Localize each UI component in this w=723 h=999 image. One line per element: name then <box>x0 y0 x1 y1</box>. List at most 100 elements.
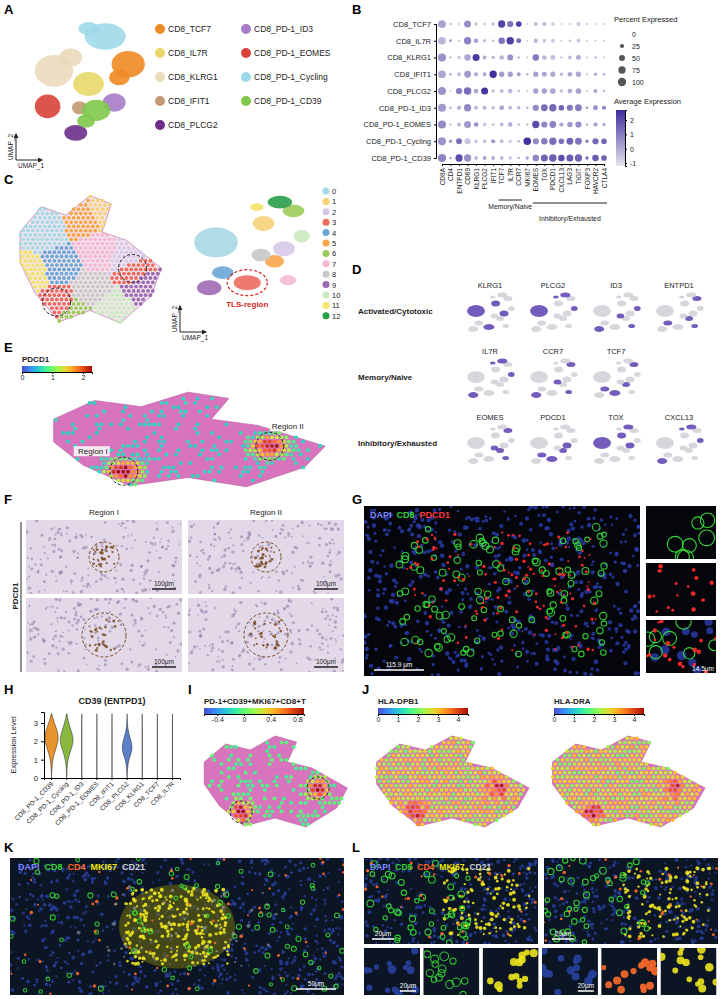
cell <box>208 567 212 571</box>
spot <box>113 272 117 276</box>
dot <box>541 138 548 145</box>
spot <box>244 457 248 461</box>
tick-label: TIGIT <box>575 168 582 185</box>
cell <box>318 537 321 540</box>
cell <box>104 598 107 601</box>
cell <box>63 590 65 592</box>
dot <box>483 72 487 76</box>
panel-a: UMAP_1UMAP_2CD8_TCF7CD8_IL7RCD8_KLRG1CD8… <box>7 22 331 170</box>
spot <box>137 289 141 293</box>
spot <box>29 233 33 237</box>
spot <box>84 203 88 207</box>
tick-mark <box>434 41 436 42</box>
spot <box>69 280 73 284</box>
spot <box>138 474 142 478</box>
cluster-blob <box>691 456 698 460</box>
cell <box>134 539 136 541</box>
spot <box>115 259 119 263</box>
dot <box>438 137 446 145</box>
cluster-blob <box>491 433 500 439</box>
spot <box>55 280 59 284</box>
cell <box>29 637 32 640</box>
cluster-blob <box>626 311 635 317</box>
cell <box>261 577 263 579</box>
tick-mark <box>625 134 627 135</box>
cell <box>150 541 153 544</box>
spot <box>165 453 169 457</box>
spot <box>31 237 35 241</box>
cell <box>86 583 90 587</box>
cell <box>309 555 312 558</box>
spot <box>277 431 281 435</box>
spot <box>143 440 147 444</box>
cell <box>235 570 237 572</box>
tick-label: CD8_PD-1_Cycling <box>366 137 431 146</box>
spot <box>43 233 47 237</box>
dot <box>483 140 486 143</box>
cell <box>108 598 112 601</box>
spot <box>77 276 81 280</box>
cell <box>115 582 117 584</box>
spot <box>100 466 104 470</box>
tick-label: CD8_PLCG2 <box>387 87 431 96</box>
spot <box>134 276 138 280</box>
spot <box>285 444 289 448</box>
cluster-blob <box>531 458 541 464</box>
gene-title: IL7R <box>482 347 498 356</box>
spot <box>36 237 40 241</box>
spot <box>26 255 30 259</box>
spot <box>114 474 118 478</box>
spot <box>157 474 161 478</box>
spot <box>29 250 33 254</box>
spot <box>93 272 97 276</box>
spot <box>95 423 99 427</box>
spot <box>50 220 54 224</box>
cell <box>141 589 144 592</box>
spot <box>69 306 73 310</box>
cell <box>44 552 46 554</box>
cell <box>93 552 96 555</box>
dot <box>526 123 528 125</box>
axis-arrow <box>16 160 42 161</box>
cluster-blob <box>251 249 270 262</box>
dot <box>524 137 532 145</box>
dot <box>517 72 521 76</box>
cell <box>99 627 102 630</box>
spot <box>31 263 35 267</box>
cell <box>50 528 53 531</box>
spot <box>129 293 133 297</box>
cell <box>63 617 66 620</box>
cell <box>117 600 120 603</box>
cell <box>59 640 61 642</box>
panel-letter: J <box>362 682 369 697</box>
dot <box>483 123 486 126</box>
dot <box>474 38 479 43</box>
cell <box>172 564 175 567</box>
legend-swatch <box>155 96 165 106</box>
spot <box>73 427 77 431</box>
spot <box>138 457 142 461</box>
cluster-blob <box>623 359 633 364</box>
spot <box>115 319 119 323</box>
spot <box>210 466 214 470</box>
spot <box>77 259 81 263</box>
spot <box>60 237 64 241</box>
legend-label: 5 <box>332 239 336 248</box>
tick: TOX <box>541 164 548 181</box>
cluster-blob <box>474 387 483 392</box>
cell <box>60 534 63 537</box>
spot <box>93 255 97 259</box>
spot <box>86 276 90 280</box>
spot <box>81 250 85 254</box>
spot <box>81 276 85 280</box>
cell <box>84 629 86 631</box>
spot <box>45 237 49 241</box>
cell <box>287 535 289 537</box>
dot <box>541 121 547 127</box>
spot <box>55 246 59 250</box>
cell <box>201 549 204 552</box>
spot <box>45 263 49 267</box>
legend-swatch <box>323 302 330 309</box>
spot <box>96 268 100 272</box>
cluster-blob <box>546 456 557 462</box>
